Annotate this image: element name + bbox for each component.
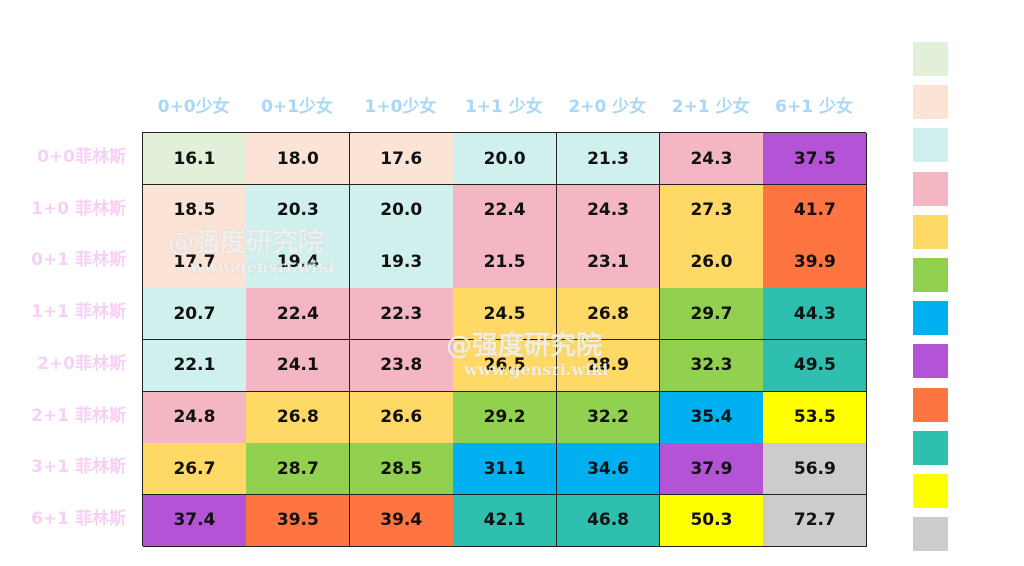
heatmap-cell: 17.6 — [349, 133, 454, 186]
row-header: 6+1 菲林斯 — [31, 508, 126, 529]
heatmap-cell: 56.9 — [763, 443, 868, 496]
heatmap-cell: 24.3 — [660, 133, 764, 186]
heatmap-cell: 24.5 — [453, 288, 558, 341]
row-headers: 0+0菲林斯 1+0 菲林斯 0+1 菲林斯 1+1 菲林斯 2+0菲林斯 2+1 菲林斯… — [0, 132, 132, 546]
heatmap-cell: 39.4 — [349, 494, 454, 548]
legend-swatch — [913, 258, 948, 292]
column-header: 1+0少女 — [364, 97, 437, 117]
row-header: 3+1 菲林斯 — [31, 457, 126, 478]
heatmap-cell: 22.4 — [453, 184, 558, 237]
heatmap-cell: 32.2 — [556, 391, 661, 444]
heatmap-cell: 29.7 — [660, 288, 764, 341]
heatmap-cell: 28.5 — [349, 443, 454, 496]
heatmap-cell: 16.1 — [143, 133, 247, 186]
heatmap-cell: 29.2 — [453, 391, 558, 444]
heatmap-cell: 37.4 — [143, 494, 247, 548]
column-headers: 0+0少女 0+1少女 1+0少女 1+1 少女 2+0 少女 2+1 少女 6+1 少女 — [142, 94, 866, 120]
heatmap-cell: 26.0 — [660, 236, 764, 289]
legend-swatch — [913, 474, 948, 508]
heatmap-cell: 26.8 — [556, 288, 661, 341]
heatmap-cell: 72.7 — [763, 494, 868, 548]
heatmap-cell: 26.8 — [246, 391, 351, 444]
legend-swatch — [913, 42, 948, 76]
legend-swatch — [913, 430, 948, 465]
row-header: 1+1 菲林斯 — [31, 302, 126, 323]
heatmap-cell: 26.6 — [349, 391, 454, 444]
legend-swatch — [913, 301, 948, 336]
heatmap-cell: 19.3 — [349, 236, 454, 289]
heatmap-cell: 20.7 — [143, 288, 247, 341]
legend-swatch — [913, 517, 948, 552]
legend-swatch — [913, 344, 948, 379]
heatmap-cell: 20.0 — [349, 184, 454, 237]
heatmap-cell: 44.3 — [763, 288, 868, 341]
legend-swatch — [913, 171, 948, 206]
heatmap-cell: 23.1 — [556, 236, 661, 289]
heatmap-cell: 32.3 — [660, 339, 764, 392]
heatmap-cell: 22.1 — [143, 339, 247, 392]
heatmap-cell: 19.4 — [246, 236, 351, 289]
column-header: 2+1 少女 — [671, 97, 750, 117]
heatmap-cell: 34.6 — [556, 443, 661, 496]
heatmap-cell: 20.3 — [246, 184, 351, 237]
row-header: 2+0菲林斯 — [37, 353, 126, 374]
heatmap-cell: 39.5 — [246, 494, 351, 548]
column-header: 0+0少女 — [157, 97, 230, 117]
heatmap-cell: 22.4 — [246, 288, 351, 341]
heatmap-cell: 35.4 — [660, 391, 764, 444]
heatmap-cell: 39.9 — [763, 236, 868, 289]
heatmap-cell: 21.5 — [453, 236, 558, 289]
heatmap-cell: 50.3 — [660, 494, 764, 548]
heatmap-cell: 28.7 — [246, 443, 351, 496]
heatmap-cell: 37.9 — [660, 443, 764, 496]
legend-swatch — [913, 214, 948, 249]
heatmap-cell: 24.3 — [556, 184, 661, 237]
heatmap-cell: 24.8 — [143, 391, 247, 444]
row-header: 0+0菲林斯 — [37, 147, 126, 167]
heatmap-cell: 46.8 — [556, 494, 661, 548]
heatmap-cell: 22.3 — [349, 288, 454, 341]
heatmap-cell: 18.5 — [143, 184, 247, 237]
column-header: 0+1少女 — [261, 97, 334, 117]
row-header: 2+1 菲林斯 — [31, 405, 126, 426]
heatmap-cell: 21.3 — [556, 133, 661, 186]
heatmap-grid: 16.1 18.0 17.6 20.0 21.3 24.3 37.5 18.5 20.3 20.0… — [142, 132, 868, 548]
heatmap-cell: 26.5 — [453, 339, 558, 392]
heatmap-cell: 49.5 — [763, 339, 868, 392]
legend-swatch — [913, 85, 948, 120]
heatmap-cell: 27.3 — [660, 184, 764, 237]
heatmap-cell: 17.7 — [143, 236, 247, 289]
heatmap-cell: 31.1 — [453, 443, 558, 496]
heatmap-cell: 18.0 — [246, 133, 351, 186]
heatmap-cell: 41.7 — [763, 184, 868, 237]
row-header: 0+1 菲林斯 — [31, 250, 126, 271]
heatmap-cell: 24.1 — [246, 339, 351, 392]
column-header: 2+0 少女 — [568, 97, 647, 117]
heatmap-cell: 28.9 — [556, 339, 661, 392]
heatmap-cell: 23.8 — [349, 339, 454, 392]
color-legend — [913, 42, 948, 560]
heatmap-cell: 26.7 — [143, 443, 247, 496]
row-header: 1+0 菲林斯 — [31, 198, 126, 219]
legend-swatch — [913, 128, 948, 163]
heatmap-cell: 20.0 — [453, 133, 558, 186]
column-header: 6+1 少女 — [775, 97, 853, 117]
column-header: 1+1 少女 — [464, 97, 543, 117]
heatmap-cell: 37.5 — [763, 133, 868, 186]
legend-swatch — [913, 387, 948, 422]
heatmap-cell: 42.1 — [453, 494, 558, 548]
heatmap-cell: 53.5 — [763, 391, 868, 444]
